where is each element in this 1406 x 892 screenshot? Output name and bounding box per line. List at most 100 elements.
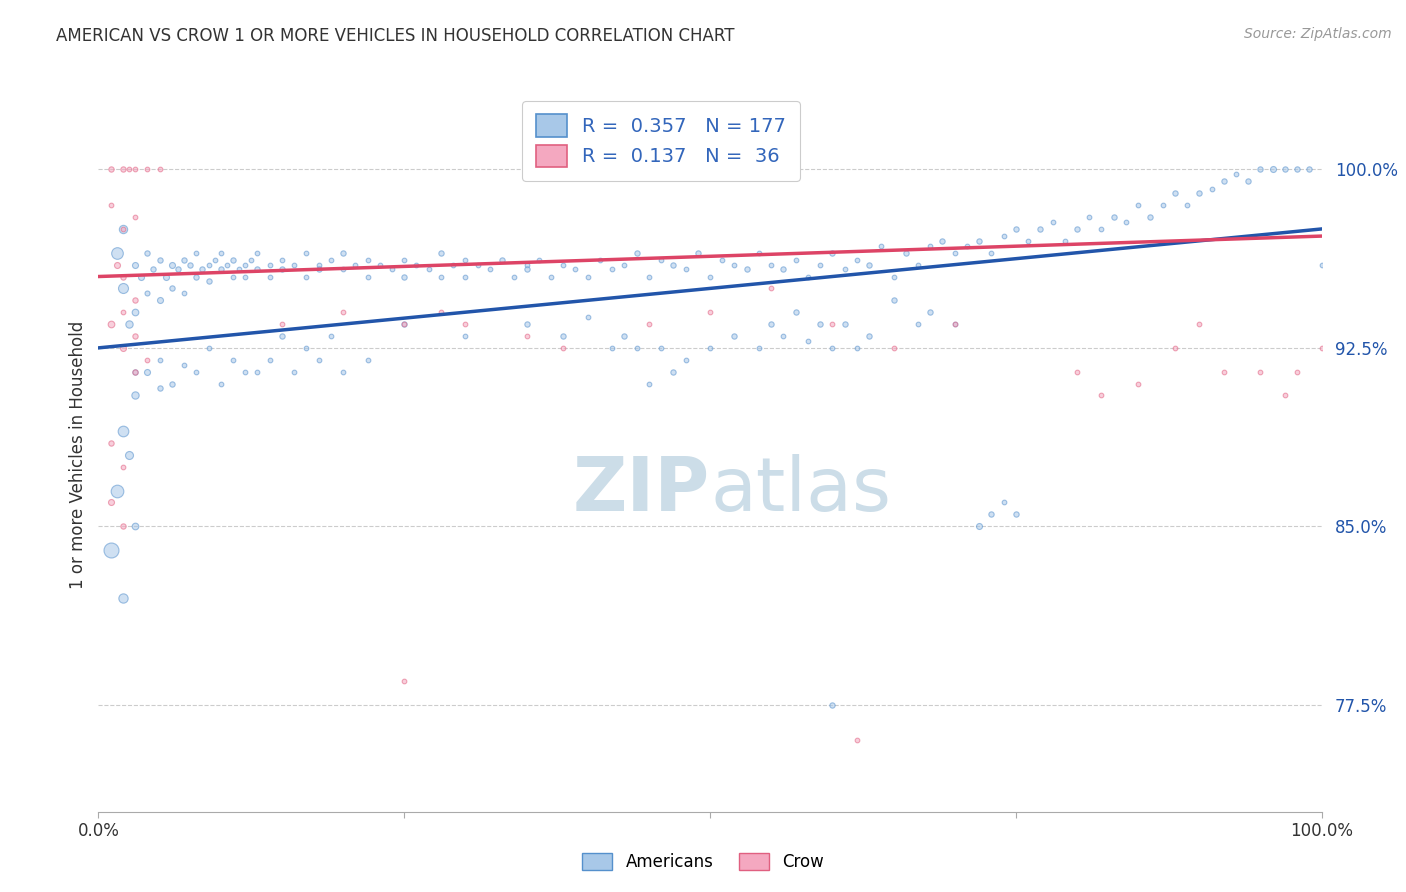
Point (124, 162, 146, 177)
Point (405, 258, 427, 272)
Point (1310, 341, 1333, 355)
Point (686, 245, 709, 260)
Point (626, 245, 648, 260)
Point (136, 245, 159, 260)
Point (319, 252, 342, 267)
Point (111, 222, 134, 236)
Point (441, 258, 464, 272)
Point (1286, 162, 1309, 177)
Point (233, 258, 256, 272)
Point (491, 252, 513, 267)
Point (637, 376, 661, 391)
Point (761, 258, 783, 272)
Point (907, 258, 929, 272)
Point (711, 252, 734, 267)
Point (332, 365, 354, 379)
Point (699, 305, 721, 319)
Point (943, 245, 966, 260)
Point (100, 543, 122, 558)
Point (576, 310, 599, 324)
Point (454, 269, 477, 284)
Point (1042, 215, 1064, 229)
Point (858, 258, 880, 272)
Point (155, 269, 177, 284)
Point (270, 252, 294, 267)
Point (553, 258, 575, 272)
Point (637, 269, 661, 284)
Point (858, 329, 880, 343)
Point (600, 262, 623, 277)
Point (209, 262, 232, 277)
Point (392, 252, 416, 267)
Point (808, 258, 831, 272)
Point (197, 274, 219, 288)
Point (883, 269, 905, 284)
Point (392, 317, 416, 331)
Point (259, 258, 281, 272)
Point (160, 376, 183, 391)
Point (797, 334, 820, 348)
Point (516, 329, 538, 343)
Point (821, 341, 844, 355)
Text: AMERICAN VS CROW 1 OR MORE VEHICLES IN HOUSEHOLD CORRELATION CHART: AMERICAN VS CROW 1 OR MORE VEHICLES IN H… (56, 27, 735, 45)
Point (564, 262, 586, 277)
Point (209, 376, 232, 391)
Point (1128, 198, 1150, 212)
Point (111, 424, 134, 438)
Point (197, 258, 219, 272)
Point (894, 245, 917, 260)
Point (1004, 508, 1026, 522)
Point (118, 448, 141, 462)
Point (785, 252, 807, 267)
Point (1250, 162, 1272, 177)
Point (1188, 186, 1211, 201)
Y-axis label: 1 or more Vehicles in Household: 1 or more Vehicles in Household (69, 321, 87, 589)
Point (270, 262, 294, 277)
Point (662, 258, 685, 272)
Point (136, 365, 159, 379)
Point (589, 252, 612, 267)
Point (821, 245, 844, 260)
Point (124, 258, 146, 272)
Point (430, 269, 453, 284)
Point (295, 269, 318, 284)
Point (246, 245, 269, 260)
Point (160, 258, 183, 272)
Point (735, 262, 758, 277)
Point (1274, 388, 1296, 402)
Point (821, 698, 844, 712)
Point (344, 258, 367, 272)
Legend: Americans, Crow: Americans, Crow (574, 845, 832, 880)
Point (136, 286, 159, 301)
Point (173, 358, 195, 372)
Point (1090, 222, 1112, 236)
Point (319, 329, 342, 343)
Point (1237, 174, 1260, 188)
Point (124, 210, 146, 224)
Point (907, 317, 929, 331)
Point (191, 262, 214, 277)
Point (308, 258, 330, 272)
Point (540, 269, 562, 284)
Point (222, 269, 245, 284)
Point (1066, 222, 1088, 236)
Point (1066, 365, 1088, 379)
Point (100, 317, 122, 331)
Point (1261, 162, 1284, 177)
Point (186, 365, 208, 379)
Point (834, 262, 856, 277)
Point (883, 341, 905, 355)
Point (1078, 210, 1101, 224)
Point (527, 252, 550, 267)
Point (283, 258, 305, 272)
Point (553, 329, 575, 343)
Point (1139, 210, 1161, 224)
Point (1164, 341, 1187, 355)
Point (626, 341, 648, 355)
Point (368, 258, 391, 272)
Point (308, 352, 330, 367)
Point (222, 352, 245, 367)
Point (834, 317, 856, 331)
Point (920, 305, 942, 319)
Point (392, 673, 416, 688)
